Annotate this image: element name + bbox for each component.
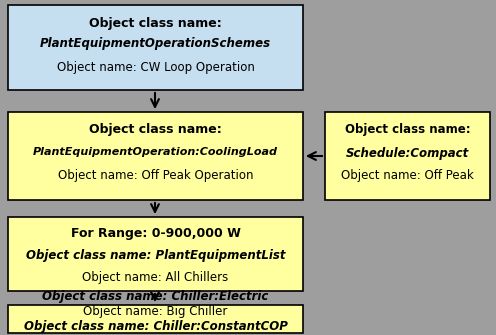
Text: Object name: Off Peak Operation: Object name: Off Peak Operation — [58, 170, 253, 183]
Text: Object class name:: Object class name: — [89, 16, 222, 29]
Text: Object name: All Chillers: Object name: All Chillers — [82, 270, 229, 283]
Text: Object class name: PlantEquipmentList: Object class name: PlantEquipmentList — [26, 249, 285, 262]
Bar — [8, 305, 303, 333]
Text: Schedule:Compact: Schedule:Compact — [346, 147, 469, 160]
Text: Object name: Big Chiller: Object name: Big Chiller — [83, 305, 228, 318]
Text: Object name: CW Loop Operation: Object name: CW Loop Operation — [57, 61, 254, 73]
Bar — [8, 5, 303, 90]
Text: For Range: 0-900,000 W: For Range: 0-900,000 W — [70, 226, 241, 240]
Text: Object name: Off Peak: Object name: Off Peak — [341, 170, 474, 183]
Bar — [325, 112, 490, 200]
Text: Object class name: Chiller:Electric: Object class name: Chiller:Electric — [42, 290, 269, 303]
Text: Object class name:: Object class name: — [89, 124, 222, 136]
Text: Object class name: Chiller:ConstantCOP: Object class name: Chiller:ConstantCOP — [24, 320, 288, 333]
Text: PlantEquipmentOperation:CoolingLoad: PlantEquipmentOperation:CoolingLoad — [33, 147, 278, 157]
Text: PlantEquipmentOperationSchemes: PlantEquipmentOperationSchemes — [40, 37, 271, 50]
Text: Object class name:: Object class name: — [345, 124, 470, 136]
Bar — [8, 112, 303, 200]
Bar — [8, 217, 303, 291]
